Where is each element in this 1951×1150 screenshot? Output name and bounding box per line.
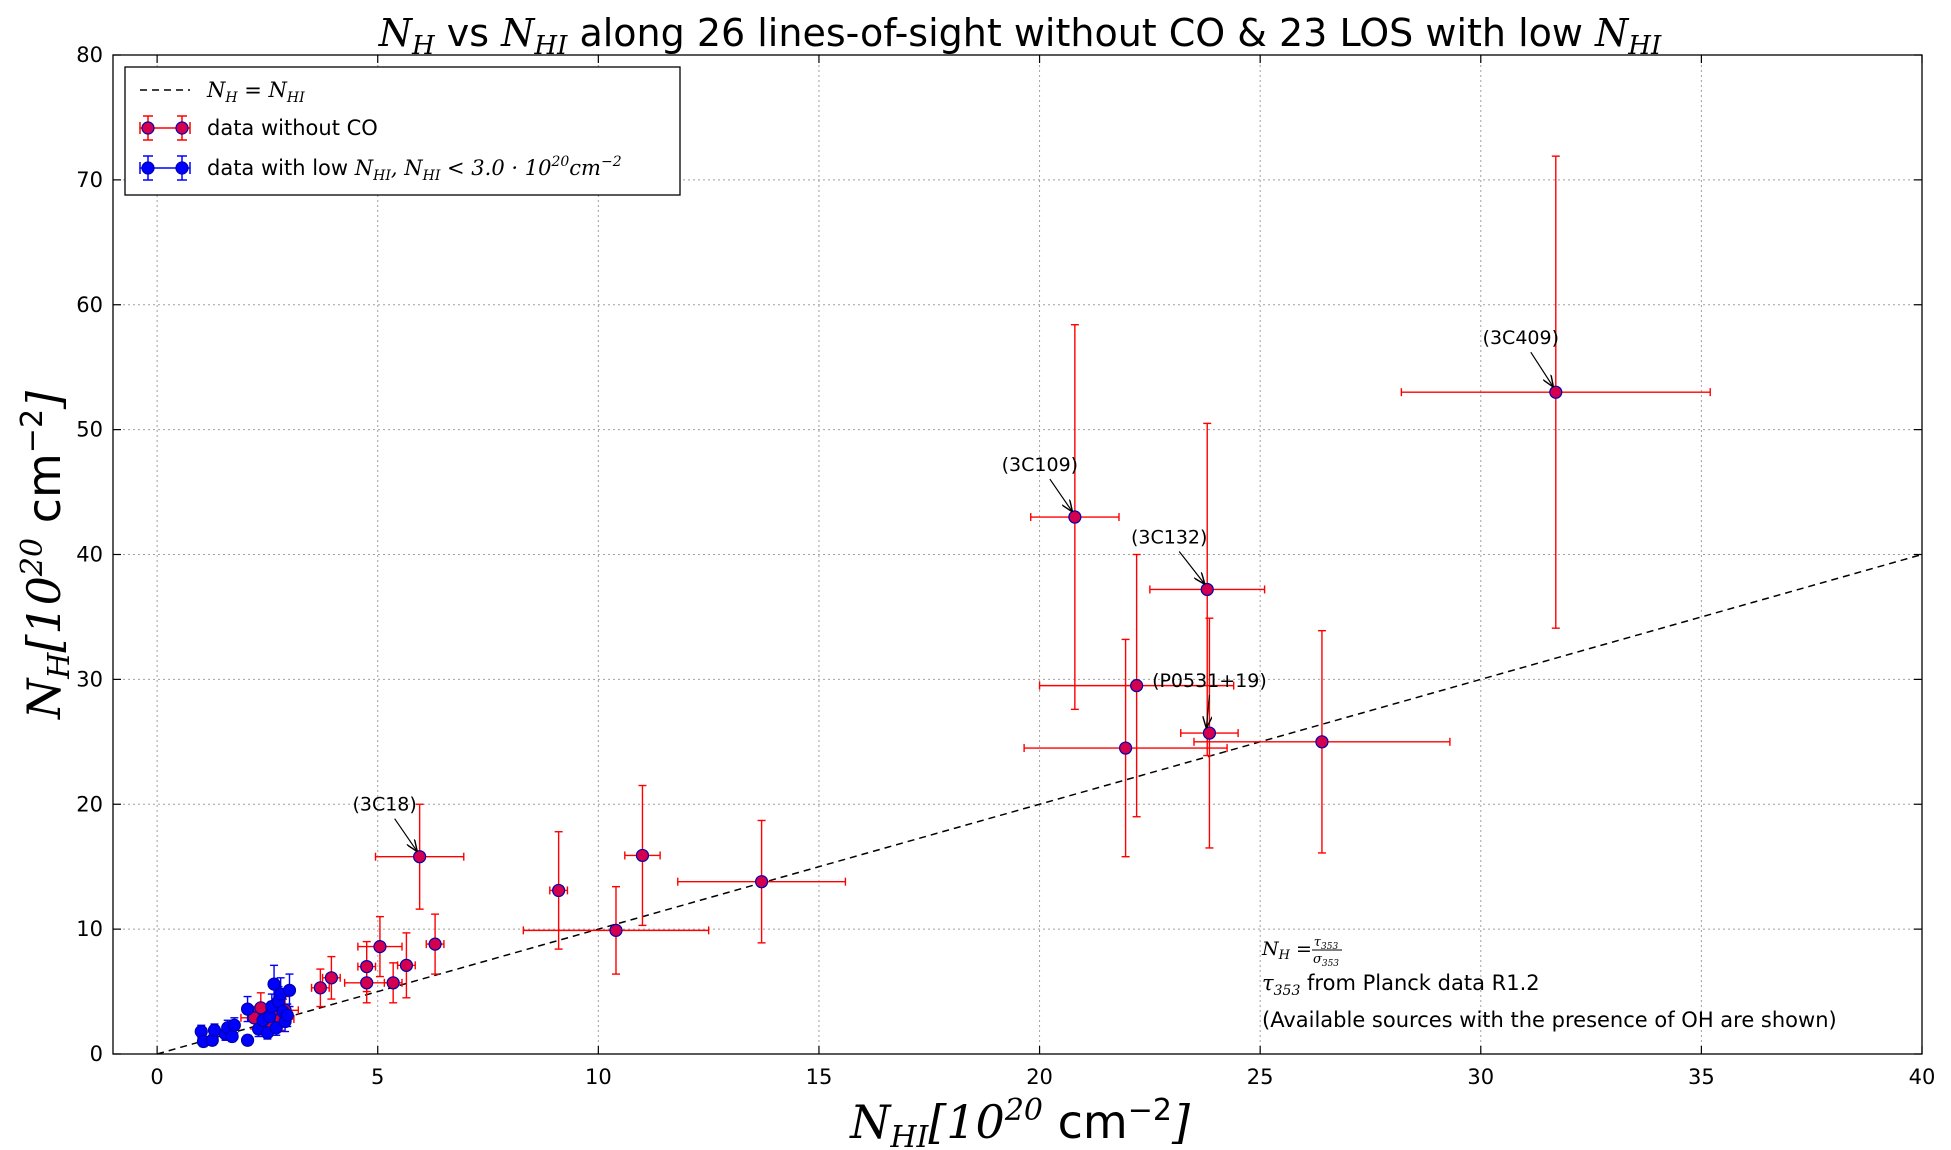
legend-box	[124, 66, 681, 196]
low-nhi-point	[280, 1008, 294, 1022]
low-nhi-point	[240, 1002, 255, 1016]
point-label-arrow	[1049, 478, 1072, 511]
point-label-arrow	[1178, 551, 1204, 583]
without-co-point	[1549, 385, 1563, 399]
without-co-point	[609, 923, 623, 937]
y-tick-label: 10	[76, 917, 103, 941]
low-nhi-point	[240, 1033, 255, 1047]
legend-entry-low-nhi: data with low NHI, NHI < 3.0 · 1020cm−2	[207, 154, 622, 184]
point-label-arrow	[394, 818, 417, 851]
annotation-oh-note: (Available sources with the presence of …	[1262, 1008, 1837, 1032]
y-tick-label: 20	[76, 792, 103, 816]
y-tick-label: 50	[76, 418, 103, 442]
legend: NH = NHI data without CO	[124, 66, 681, 196]
without-co-point	[428, 937, 442, 951]
without-co-point	[313, 981, 327, 995]
without-co-point	[324, 971, 339, 985]
point-label-arrow	[1206, 695, 1209, 727]
without-co-point	[754, 875, 769, 889]
without-co-point	[552, 883, 566, 898]
legend-entry-reference: NH = NHI	[206, 78, 305, 106]
point-label: (P0531+19)	[1152, 670, 1267, 692]
without-co-point	[1130, 679, 1144, 693]
x-tick-label: 25	[1247, 1065, 1274, 1089]
point-label: (3C18)	[352, 794, 416, 816]
chart-title: NH vs NHI along 26 lines-of-sight withou…	[378, 11, 1662, 61]
low-nhi-point	[207, 1023, 222, 1037]
low-nhi-point	[225, 1029, 239, 1044]
low-nhi-point	[269, 1021, 283, 1035]
y-axis-ticks: 0 10 20 30 40 50 60 70 80	[76, 43, 1922, 1066]
annotation-block: NH = τ353 σ353 τ353 from Planck data R1.…	[1261, 935, 1837, 1032]
y-tick-label: 0	[90, 1042, 103, 1066]
point-label: (3C109)	[1002, 454, 1078, 476]
point-label-arrow	[1530, 351, 1553, 386]
annotation-fraction-numerator: τ353	[1314, 935, 1339, 952]
y-tick-label: 30	[76, 667, 103, 691]
legend-swatch-red	[139, 115, 191, 141]
x-tick-label: 5	[371, 1065, 384, 1089]
x-tick-label: 10	[585, 1065, 612, 1089]
y-axis-label: NH[1020 cm−2]	[15, 391, 77, 720]
legend-entry-without-co: data without CO	[207, 116, 378, 140]
x-axis-label: NHI[1020 cm−2]	[849, 1093, 1190, 1150]
x-axis-ticks: 0 5 10 15 20 25 30 35 40	[150, 55, 1935, 1089]
annotation-formula: NH =	[1261, 938, 1312, 963]
points-without-co	[247, 385, 1563, 1032]
points-low-nhi	[194, 977, 297, 1049]
x-tick-label: 15	[806, 1065, 833, 1089]
without-co-point	[1068, 510, 1082, 524]
annotation-fraction-denominator: σ353	[1313, 952, 1339, 969]
point-label: (3C132)	[1131, 526, 1207, 548]
point-labels: (3C409) (3C109) (3C132) (P0531+19) (3C18)	[352, 327, 1559, 851]
y-tick-label: 70	[76, 168, 103, 192]
without-co-point	[360, 976, 374, 990]
x-tick-label: 35	[1688, 1065, 1715, 1089]
point-label: (3C409)	[1483, 327, 1559, 349]
without-co-point	[1315, 735, 1329, 749]
without-co-point	[635, 848, 650, 863]
without-co-point	[373, 940, 387, 954]
legend-swatch-blue	[139, 155, 191, 181]
low-nhi-point	[267, 977, 281, 991]
without-co-point	[386, 976, 400, 990]
without-co-point	[1118, 741, 1133, 755]
without-co-point	[1202, 726, 1217, 740]
low-nhi-point	[282, 983, 297, 997]
annotation-planck-source: τ353 from Planck data R1.2	[1262, 971, 1540, 999]
x-tick-label: 0	[150, 1065, 163, 1089]
reference-line	[156, 553, 1923, 1055]
y-tick-label: 80	[76, 43, 103, 67]
x-tick-label: 40	[1909, 1065, 1936, 1089]
x-tick-label: 20	[1026, 1065, 1053, 1089]
without-co-point	[1200, 582, 1214, 597]
without-co-point	[413, 850, 427, 864]
without-co-point	[360, 959, 374, 974]
reference-line-nh-equals-nhi	[156, 553, 1923, 1055]
y-tick-label: 40	[76, 543, 103, 567]
y-tick-label: 60	[76, 293, 103, 317]
low-nhi-point	[227, 1018, 241, 1032]
x-tick-label: 30	[1467, 1065, 1494, 1089]
without-co-point	[399, 958, 414, 972]
